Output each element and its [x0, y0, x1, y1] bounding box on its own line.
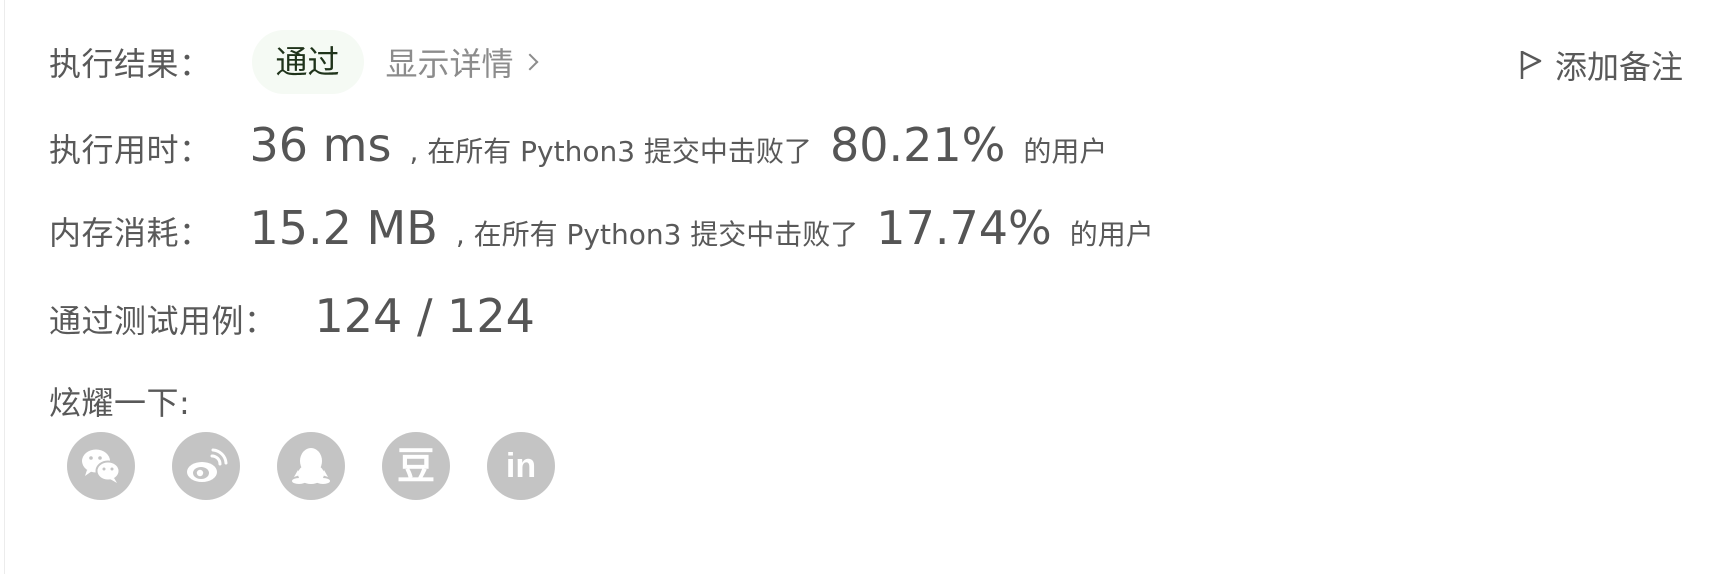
- share-icons: 豆 in: [67, 432, 592, 500]
- share-label: 炫耀一下:: [49, 384, 191, 422]
- memory-row: 内存消耗： 15.2 MB , 在所有 Python3 提交中击败了 17.74…: [49, 201, 1154, 255]
- flag-icon: [1520, 50, 1542, 79]
- show-details-link[interactable]: 显示详情: [385, 39, 539, 85]
- linkedin-icon: in: [505, 446, 537, 485]
- runtime-value: 36 ms: [249, 118, 392, 172]
- chevron-right-icon: [521, 53, 539, 71]
- memory-value: 15.2 MB: [249, 201, 438, 255]
- submission-result-panel: 执行结果： 通过 显示详情 添加备注 执行用时： 36 ms , 在所有 Pyt…: [4, 0, 1735, 574]
- linkedin-share-button[interactable]: in: [487, 432, 555, 500]
- tests-row: 通过测试用例： 124 / 124: [49, 289, 535, 343]
- add-note-button[interactable]: 添加备注: [1519, 42, 1683, 88]
- tests-label: 通过测试用例：: [49, 302, 277, 340]
- status-badge: 通过: [251, 30, 364, 94]
- add-note-label: 添加备注: [1554, 48, 1683, 86]
- wechat-icon: [82, 449, 121, 483]
- weibo-share-button[interactable]: [172, 432, 240, 500]
- result-label: 执行结果：: [49, 45, 212, 83]
- wechat-share-button[interactable]: [67, 432, 135, 500]
- douban-share-button[interactable]: 豆: [382, 432, 450, 500]
- runtime-label: 执行用时：: [49, 131, 212, 169]
- qq-share-button[interactable]: [277, 432, 345, 500]
- weibo-icon: [187, 448, 228, 482]
- show-details-label: 显示详情: [385, 45, 514, 83]
- runtime-middle-text: , 在所有 Python3 提交中击败了: [409, 135, 812, 168]
- runtime-percent: 80.21%: [829, 118, 1006, 172]
- runtime-suffix: 的用户: [1023, 135, 1108, 168]
- memory-percent: 17.74%: [876, 201, 1052, 255]
- qq-icon: [292, 448, 330, 484]
- tests-value: 124 / 124: [314, 289, 535, 343]
- memory-suffix: 的用户: [1069, 218, 1154, 251]
- result-row: 执行结果： 通过 显示详情: [49, 30, 539, 94]
- douban-icon: 豆: [396, 444, 435, 488]
- memory-label: 内存消耗：: [49, 214, 212, 252]
- runtime-row: 执行用时： 36 ms , 在所有 Python3 提交中击败了 80.21% …: [49, 118, 1107, 172]
- share-row-label: 炫耀一下:: [49, 378, 190, 424]
- memory-middle-text: , 在所有 Python3 提交中击败了: [455, 218, 859, 251]
